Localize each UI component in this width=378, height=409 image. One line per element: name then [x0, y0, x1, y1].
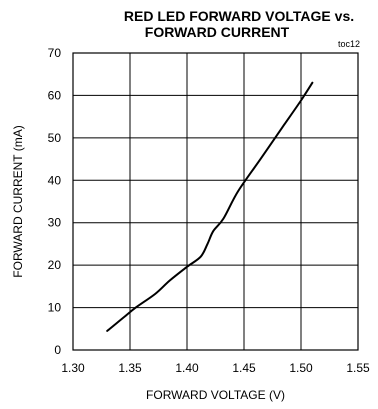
y-tick-label: 70	[48, 46, 62, 60]
x-tick-label: 1.40	[175, 361, 199, 375]
y-tick-label: 50	[48, 131, 62, 145]
x-tick-label: 1.55	[346, 361, 370, 375]
x-axis-ticks: 1.30 1.35 1.40 1.45 1.50 1.55	[61, 361, 370, 375]
x-tick-label: 1.30	[61, 361, 85, 375]
chart-title-line-1: RED LED FORWARD VOLTAGE vs.	[123, 8, 355, 24]
x-axis-label: FORWARD VOLTAGE (V)	[146, 388, 285, 402]
y-tick-label: 60	[48, 88, 62, 102]
series-line	[106, 81, 314, 332]
figure-tag: toc12	[338, 39, 361, 49]
y-tick-label: 0	[54, 343, 61, 357]
chart-title-line-2: FORWARD CURRENT	[144, 24, 290, 40]
plot-frame	[72, 52, 359, 351]
y-axis-label: FORWARD CURRENT (mA)	[11, 125, 25, 277]
y-tick-label: 20	[48, 258, 62, 272]
x-tick-label: 1.50	[289, 361, 313, 375]
x-tick-label: 1.45	[232, 361, 256, 375]
y-tick-label: 10	[48, 301, 62, 315]
x-tick-label: 1.35	[118, 361, 142, 375]
grid-lines	[73, 53, 358, 350]
y-tick-label: 30	[48, 216, 62, 230]
y-axis-ticks: 0 10 20 30 40 50 60 70	[48, 46, 62, 357]
y-tick-label: 40	[48, 173, 62, 187]
